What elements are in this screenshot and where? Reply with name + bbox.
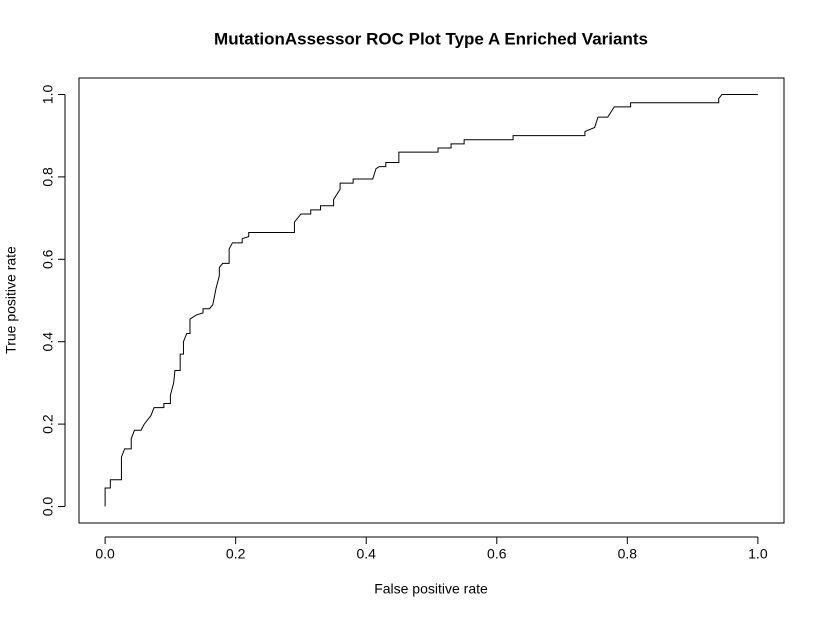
x-axis-label: False positive rate [374,581,488,597]
roc-line [104,93,758,507]
chart-title: MutationAssessor ROC Plot Type A Enriche… [214,29,648,48]
x-tick-label: 0.0 [95,546,115,562]
x-tick-label: 0.8 [618,546,638,562]
x-tick-label: 0.6 [487,546,507,562]
y-tick-label: 1.0 [40,85,56,105]
y-tick-label: 0.0 [40,497,56,517]
y-tick-label: 0.2 [40,414,56,434]
y-tick-label: 0.4 [40,332,56,352]
x-tick-label: 0.2 [226,546,246,562]
y-tick-label: 0.6 [40,249,56,269]
y-axis-label: True positive rate [3,246,19,354]
y-tick-label: 0.8 [40,167,56,187]
plot-frame [78,77,785,524]
x-tick-label: 1.0 [748,546,768,562]
x-tick-label: 0.4 [356,546,376,562]
